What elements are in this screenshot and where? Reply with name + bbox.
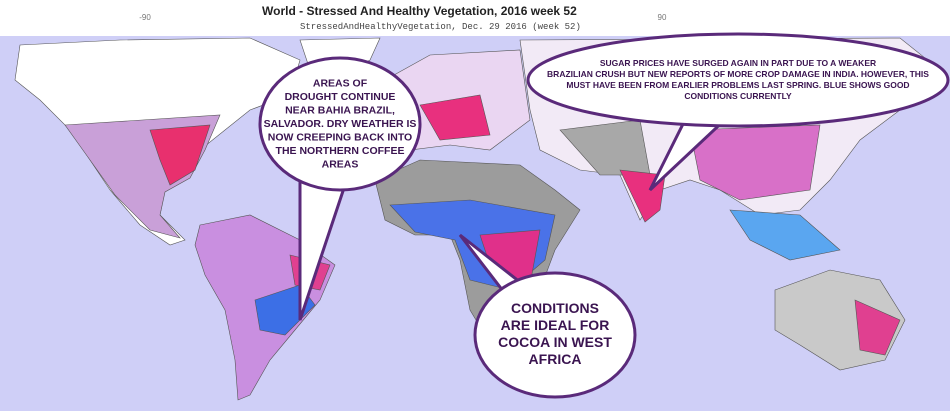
stress-patch xyxy=(419,94,491,141)
callout-line: THE NORTHERN COFFEE xyxy=(276,145,405,157)
callout-line: AREAS OF xyxy=(313,77,368,89)
callout-line: CONDITIONS xyxy=(511,300,599,316)
callout-line: NOW CREEPING BACK INTO xyxy=(268,131,412,143)
callout-line: SUGAR PRICES HAVE SURGED AGAIN IN PART D… xyxy=(600,58,876,68)
callout-line: CONDITIONS CURRENTLY xyxy=(684,91,792,101)
longitude-label: -90 xyxy=(139,13,151,22)
subtitle: StressedAndHealthyVegetation, Dec. 29 20… xyxy=(300,22,581,32)
callout-line: AFRICA xyxy=(529,351,582,367)
stress-patch xyxy=(854,299,901,356)
callout-line: SALVADOR. DRY WEATHER IS xyxy=(264,118,417,130)
callout-line: NEAR BAHIA BRAZIL, xyxy=(285,104,395,116)
callout-line: BRAZILIAN CRUSH BUT NEW REPORTS OF MORE … xyxy=(547,69,929,79)
callout-line: DROUGHT CONTINUE xyxy=(285,91,396,103)
callout-line: AREAS xyxy=(322,158,359,170)
callout-line: COCOA IN WEST xyxy=(498,334,612,350)
callout-line: ARE IDEAL FOR xyxy=(501,317,610,333)
title: World - Stressed And Healthy Vegetation,… xyxy=(262,4,577,18)
southeast-asia xyxy=(729,209,841,261)
callout-shapes xyxy=(258,32,950,399)
callout-line: MUST HAVE BEEN FROM EARLIER PROBLEMS LAS… xyxy=(566,80,909,90)
stress-patch xyxy=(689,124,821,201)
callout-bubble xyxy=(473,271,637,399)
callout-bubble xyxy=(258,56,422,192)
callout-bubble xyxy=(526,32,950,128)
stress-patch xyxy=(149,124,211,186)
longitude-label: 90 xyxy=(658,13,667,22)
